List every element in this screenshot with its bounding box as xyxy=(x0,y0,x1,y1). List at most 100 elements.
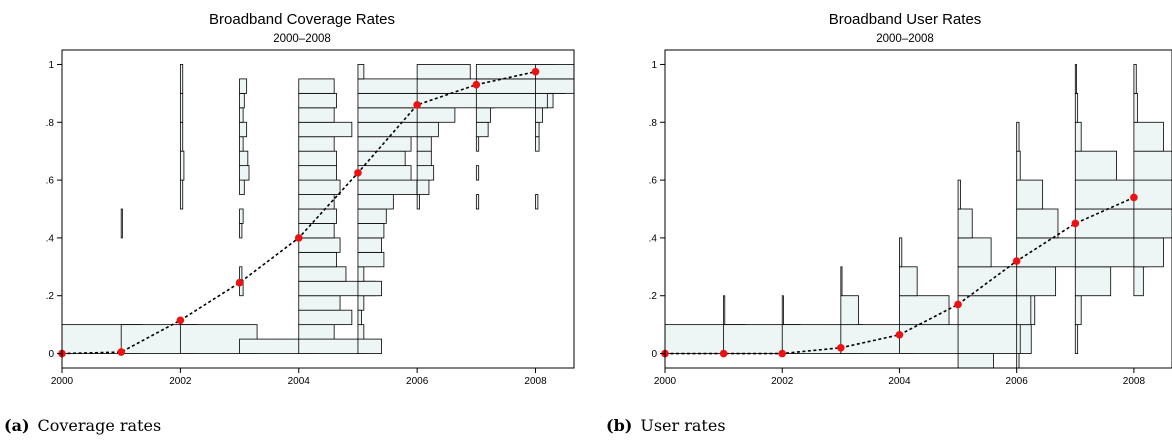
histogram-bar xyxy=(357,150,406,167)
x-tick-label: 2000 xyxy=(654,376,677,387)
histogram-bar xyxy=(298,107,335,123)
histogram-bar xyxy=(357,295,365,311)
histogram-bar xyxy=(1074,92,1079,123)
histogram-bar xyxy=(416,194,420,210)
data-point xyxy=(413,101,421,109)
histogram-bar xyxy=(239,121,248,138)
data-point xyxy=(1130,193,1138,202)
y-tick-label: .6 xyxy=(46,176,55,187)
x-tick-label: 2006 xyxy=(406,376,429,387)
histogram-bar xyxy=(239,179,245,195)
histogram-bar xyxy=(239,165,250,181)
caption-text: User rates xyxy=(640,416,726,435)
y-tick-label: .2 xyxy=(649,291,658,302)
y-tick-label: .4 xyxy=(46,233,55,244)
x-tick-label: 2002 xyxy=(771,376,794,387)
histogram-bar xyxy=(179,64,184,94)
y-tick-label: 0 xyxy=(48,349,54,360)
histogram-bar xyxy=(840,266,843,297)
histogram-bar xyxy=(298,309,353,326)
histogram-bar xyxy=(535,107,544,123)
histogram-bar xyxy=(1074,266,1112,297)
histogram-bar xyxy=(1133,121,1164,152)
histogram-bar xyxy=(239,150,249,167)
histogram-bar xyxy=(957,208,973,239)
data-point xyxy=(176,316,185,325)
y-tick-label: 0 xyxy=(651,349,657,360)
histogram-bar xyxy=(899,295,950,326)
histogram-bar xyxy=(357,338,382,354)
data-point xyxy=(117,348,125,356)
histogram-bar xyxy=(357,309,362,326)
histogram-bar xyxy=(179,179,184,210)
histogram-bar xyxy=(357,266,365,282)
histogram-bar xyxy=(1133,64,1137,94)
y-tick-label: .4 xyxy=(649,233,658,244)
histogram-bar xyxy=(1016,266,1057,297)
histogram-bar xyxy=(357,136,412,152)
charts-canvas: Broadband Coverage Rates 2000–2008 0 .2 .4… xyxy=(46,11,1172,387)
histogram-bar xyxy=(357,237,382,253)
histogram-bar xyxy=(475,107,491,123)
histogram-bar xyxy=(535,121,540,138)
histogram-bar xyxy=(239,107,244,123)
histogram-bar xyxy=(179,121,184,152)
data-point xyxy=(778,349,787,358)
histogram-bar xyxy=(1074,295,1082,326)
data-point xyxy=(472,80,481,89)
histogram-bar xyxy=(298,78,335,94)
histogram-bar xyxy=(416,150,432,167)
histogram-bar xyxy=(1133,266,1144,297)
histogram-bar xyxy=(298,194,335,210)
histogram-bar xyxy=(475,136,480,152)
histogram-bar xyxy=(535,194,539,210)
histogram-bar xyxy=(298,92,337,109)
figure-caption-b: (b) User rates xyxy=(606,416,726,435)
histogram-bar xyxy=(298,266,347,282)
histogram-bar xyxy=(723,295,726,326)
histogram-bar xyxy=(1016,324,1021,354)
chart-subtitle: 2000–2008 xyxy=(273,33,331,45)
histogram-bar xyxy=(1133,92,1138,123)
histogram-bar xyxy=(1133,179,1172,210)
histogram-bar xyxy=(357,165,412,181)
histogram-bar xyxy=(239,136,244,152)
histogram-bar xyxy=(416,136,432,152)
histogram-bar xyxy=(1016,150,1021,181)
plot-frame xyxy=(61,49,575,369)
plot-area: 0 .2 .4 .6 .8 1 2000 2002 2004 2006 2008 xyxy=(46,49,575,387)
histogram-bar xyxy=(298,136,335,152)
x-tick-label: 2008 xyxy=(524,376,547,387)
data-point xyxy=(1012,257,1021,265)
data-point xyxy=(954,300,962,309)
histogram-bar xyxy=(357,208,387,224)
histogram-bar xyxy=(957,237,992,268)
x-tick-label: 2004 xyxy=(288,376,311,387)
histogram-bar xyxy=(416,64,471,80)
histogram-bar xyxy=(298,179,341,195)
plot-frame xyxy=(664,49,1172,369)
histogram-bar xyxy=(1074,64,1077,94)
histogram-bar xyxy=(1016,295,1032,326)
data-point xyxy=(895,330,904,339)
x-tick-label: 2004 xyxy=(888,376,911,387)
histogram-bar xyxy=(120,208,123,239)
histogram-bar xyxy=(1133,208,1172,239)
histogram-bar xyxy=(357,223,385,239)
histogram-bar xyxy=(535,92,548,109)
histogram-bar xyxy=(957,179,961,210)
data-point xyxy=(1071,219,1080,228)
histogram-bar xyxy=(298,338,365,354)
histogram-bar xyxy=(239,208,244,224)
caption-label: (b) xyxy=(606,416,633,435)
y-tick-label: 1 xyxy=(651,60,657,71)
chart-title: Broadband Coverage Rates xyxy=(209,11,395,28)
histogram-bar xyxy=(899,237,903,268)
histogram-bar xyxy=(298,324,335,340)
x-tick-label: 2002 xyxy=(169,376,192,387)
y-tick-label: .8 xyxy=(46,118,55,129)
histogram-bar xyxy=(298,237,341,253)
data-point xyxy=(531,67,540,76)
mean-line xyxy=(665,196,1135,355)
user-rate-chart: Broadband User Rates 2000–2008 0 .2 .4 .6 .8… xyxy=(649,11,1172,387)
